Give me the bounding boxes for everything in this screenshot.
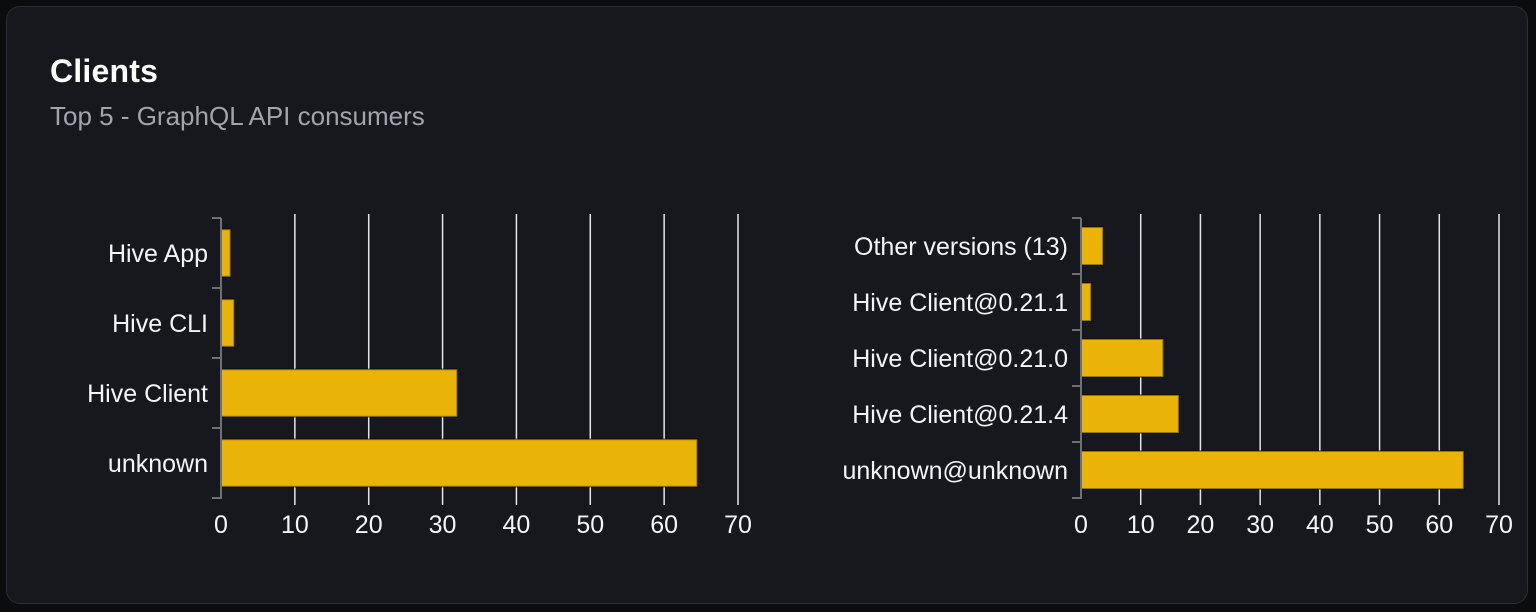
x-tick-label-60: 60 xyxy=(1425,511,1453,539)
clients-by-version-chart: Other versions (13) Hive Client@0.21.1 Hiv… xyxy=(842,214,1513,539)
x-tick-label-10: 10 xyxy=(1127,511,1155,539)
clients-by-name-chart: Hive App Hive CLI Hive Client unknown 0 10 20 3… xyxy=(87,214,752,539)
x-tick-label-70: 70 xyxy=(1485,511,1513,539)
x-tick-label-30: 30 xyxy=(429,511,457,539)
bar-hive-client[interactable] xyxy=(220,368,459,418)
category-label-hive-cli: Hive CLI xyxy=(112,310,208,338)
bar-hive-client-0-21-4[interactable] xyxy=(1080,393,1180,435)
bar-unknown[interactable] xyxy=(220,438,699,488)
category-label-hive-app: Hive App xyxy=(108,240,208,268)
x-tick-label-20: 20 xyxy=(355,511,383,539)
x-tick-label-0: 0 xyxy=(214,511,228,539)
category-label-hive-client-0-21-4: Hive Client@0.21.4 xyxy=(852,401,1068,429)
bar-hive-cli[interactable] xyxy=(220,298,236,348)
category-label-other-versions-13: Other versions (13) xyxy=(854,233,1068,261)
x-tick-label-50: 50 xyxy=(576,511,604,539)
category-label-unknown-unknown: unknown@unknown xyxy=(842,457,1068,485)
bar-hive-app[interactable] xyxy=(220,228,232,278)
x-tick-label-50: 50 xyxy=(1366,511,1394,539)
x-tick-label-70: 70 xyxy=(724,511,752,539)
category-label-hive-client-0-21-0: Hive Client@0.21.0 xyxy=(852,345,1068,373)
x-tick-label-40: 40 xyxy=(503,511,531,539)
x-tick-label-10: 10 xyxy=(281,511,309,539)
x-tick-label-20: 20 xyxy=(1187,511,1215,539)
x-tick-label-40: 40 xyxy=(1306,511,1334,539)
bar-hive-client-0-21-1[interactable] xyxy=(1080,281,1093,323)
x-tick-label-60: 60 xyxy=(650,511,678,539)
card-subtitle: Top 5 - GraphQL API consumers xyxy=(50,101,425,131)
category-label-hive-client: Hive Client xyxy=(87,380,208,408)
x-tick-label-0: 0 xyxy=(1074,511,1088,539)
bar-hive-client-0-21-0[interactable] xyxy=(1080,337,1165,379)
card-title: Clients xyxy=(50,53,159,89)
category-label-unknown: unknown xyxy=(108,450,208,478)
category-label-hive-client-0-21-1: Hive Client@0.21.1 xyxy=(852,289,1068,317)
bar-unknown-unknown[interactable] xyxy=(1080,449,1465,491)
bar-other-versions-13[interactable] xyxy=(1080,225,1105,267)
clients-card: Clients Top 5 - GraphQL API consumers Hi… xyxy=(6,6,1528,604)
x-tick-label-30: 30 xyxy=(1246,511,1274,539)
